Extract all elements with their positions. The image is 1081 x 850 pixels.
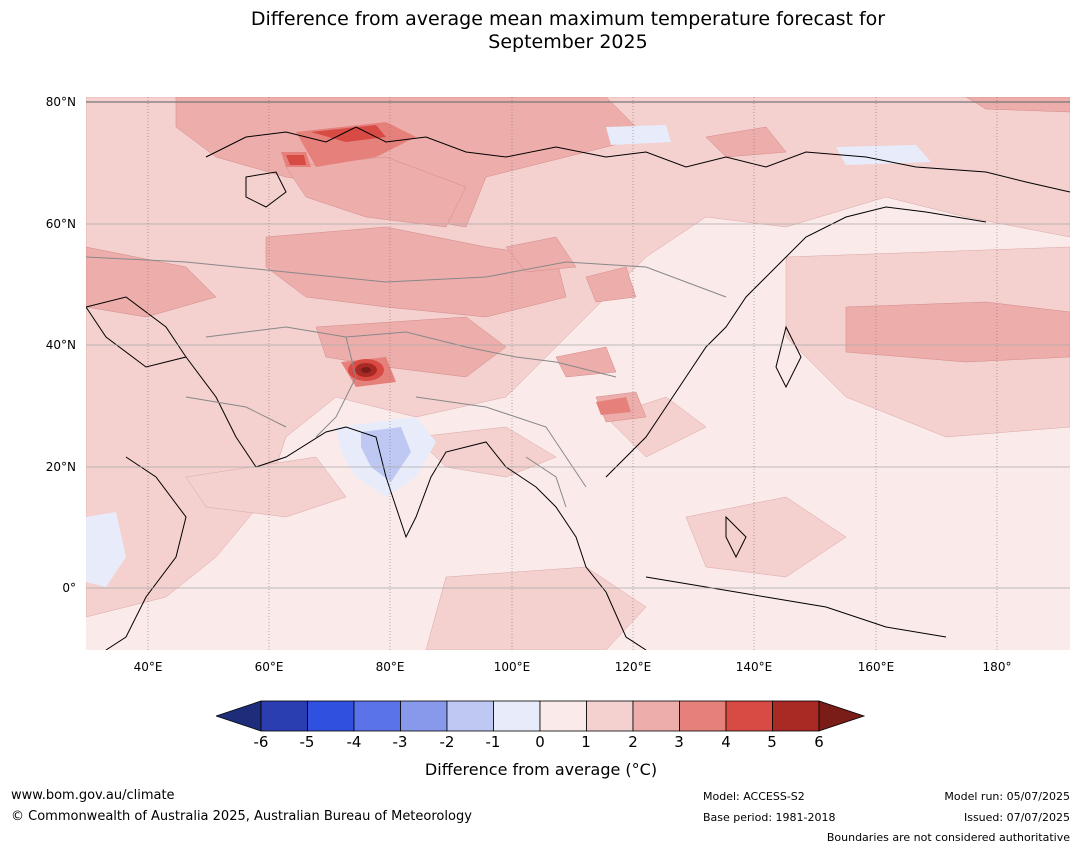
- colorbar-extend-low: [216, 700, 262, 732]
- map-title-line2: September 2025: [488, 31, 648, 53]
- copyright-notice: © Commonwealth of Australia 2025, Austra…: [11, 809, 472, 824]
- colorbar-extend-high: [818, 700, 866, 732]
- colorbar: [216, 700, 866, 732]
- coastlines: [86, 126, 1070, 650]
- colorbar-tick: -4: [346, 733, 362, 751]
- colorbar-tick: -6: [253, 733, 269, 751]
- issued-date: Issued: 07/07/2025: [963, 811, 1070, 824]
- lon-label-140e: 140°E: [735, 660, 773, 674]
- anomaly-4to6-regions: [286, 125, 386, 381]
- colorbar-tick: 4: [721, 733, 731, 751]
- colorbar-label: Difference from average (°C): [424, 760, 658, 779]
- lon-label-80e: 80°E: [375, 660, 405, 674]
- lon-label-120e: 120°E: [614, 660, 652, 674]
- country-boundaries: [86, 256, 727, 508]
- lat-label-80n: 80°N: [45, 95, 76, 109]
- colorbar-segment: [586, 700, 634, 732]
- colorbar-segment: [400, 700, 448, 732]
- colorbar-segment: [539, 700, 587, 732]
- colorbar-tick: -1: [485, 733, 501, 751]
- colorbar-tick: -5: [299, 733, 315, 751]
- colorbar-tick: 3: [674, 733, 684, 751]
- colorbar-tick: 0: [535, 733, 545, 751]
- map-title-line1: Difference from average mean maximum tem…: [250, 8, 886, 30]
- boundaries-disclaimer: Boundaries are not considered authoritat…: [826, 831, 1070, 844]
- map-title: Difference from average mean maximum tem…: [0, 8, 1081, 54]
- lat-label-60n: 60°N: [45, 217, 76, 231]
- colorbar-segment: [632, 700, 680, 732]
- colorbar-segment: [493, 700, 541, 732]
- colorbar-tick: 1: [581, 733, 591, 751]
- base-period: Base period: 1981-2018: [703, 811, 836, 824]
- lon-label-60e: 60°E: [254, 660, 284, 674]
- colorbar-tick: -3: [392, 733, 408, 751]
- website-link[interactable]: www.bom.gov.au/climate: [11, 788, 175, 803]
- anomaly-2to3-regions: [86, 97, 1070, 423]
- model-name: Model: ACCESS-S2: [703, 790, 805, 803]
- lat-label-0: 0°: [62, 581, 76, 595]
- colorbar-segment: [260, 700, 308, 732]
- lat-label-20n: 20°N: [45, 460, 76, 474]
- lon-label-160e: 160°E: [857, 660, 895, 674]
- lon-label-180: 180°: [982, 660, 1012, 674]
- lon-label-100e: 100°E: [493, 660, 531, 674]
- graticule: [86, 97, 1070, 650]
- anomaly-negative-regions: [86, 125, 931, 587]
- colorbar-tick: 2: [628, 733, 638, 751]
- colorbar-segment: [446, 700, 494, 732]
- colorbar-segment: [679, 700, 727, 732]
- colorbar-tick: -2: [439, 733, 455, 751]
- colorbar-segment: [353, 700, 401, 732]
- lon-label-40e: 40°E: [133, 660, 163, 674]
- model-run-date: Model run: 05/07/2025: [944, 790, 1070, 803]
- lat-label-40n: 40°N: [45, 338, 76, 352]
- colorbar-segment: [772, 700, 820, 732]
- colorbar-segment: [725, 700, 773, 732]
- forecast-map: [86, 97, 1070, 650]
- colorbar-segment: [307, 700, 355, 732]
- colorbar-tick: 5: [767, 733, 777, 751]
- colorbar-tick: 6: [814, 733, 824, 751]
